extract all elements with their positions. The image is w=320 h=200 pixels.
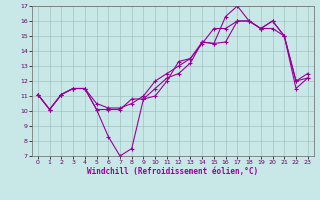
X-axis label: Windchill (Refroidissement éolien,°C): Windchill (Refroidissement éolien,°C) <box>87 167 258 176</box>
